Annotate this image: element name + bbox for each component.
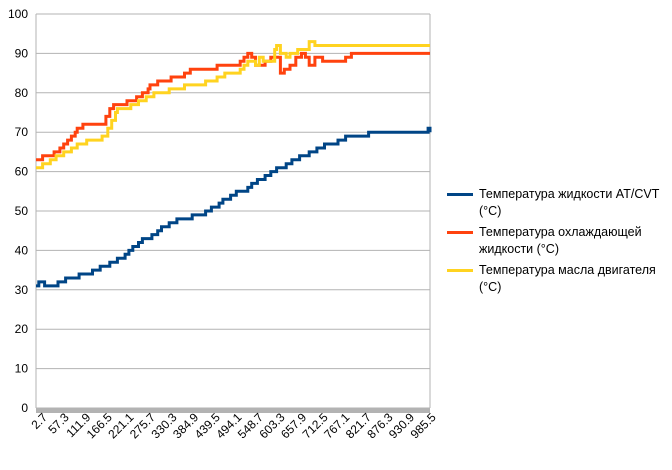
y-tick-label: 80	[15, 86, 29, 100]
x-tick-band	[36, 408, 430, 413]
y-tick-labels: 0 10 20 30 40 50 60 70 80 90 100	[8, 7, 28, 415]
legend-label-coolant: Температура охлаждающей жидкости (°C)	[479, 225, 642, 256]
legend-swatch-engine-oil	[447, 269, 473, 272]
y-tick-label: 90	[15, 46, 29, 60]
legend-swatch-coolant	[447, 231, 473, 234]
series-line-0	[36, 126, 432, 288]
legend-swatch-at-cvt	[447, 193, 473, 196]
y-tick-label: 70	[15, 125, 29, 139]
y-tick-label: 10	[15, 362, 29, 376]
legend-item-at-cvt: Температура жидкости AT/CVT (°C)	[447, 186, 669, 220]
series-line-1	[36, 51, 430, 162]
y-tick-label: 100	[8, 7, 28, 21]
y-tick-label: 0	[21, 401, 28, 415]
y-tick-label: 60	[15, 165, 29, 179]
x-tick-label: 985.5	[408, 410, 439, 441]
y-tick-label: 50	[15, 204, 29, 218]
chart-legend: Температура жидкости AT/CVT (°C) Темпера…	[447, 186, 669, 300]
axes	[35, 14, 431, 413]
legend-label-at-cvt: Температура жидкости AT/CVT (°C)	[479, 187, 660, 218]
series-line-2	[36, 40, 430, 170]
x-tick-labels: 2.757.3111.9166.5221.1275.7330.3384.9439…	[28, 410, 439, 441]
legend-label-engine-oil: Температура масла двигателя (°C)	[479, 263, 656, 294]
y-tick-label: 40	[15, 243, 29, 257]
y-tick-label: 20	[15, 322, 29, 336]
legend-item-engine-oil: Температура масла двигателя (°C)	[447, 262, 669, 296]
legend-item-coolant: Температура охлаждающей жидкости (°C)	[447, 224, 669, 258]
y-tick-label: 30	[15, 283, 29, 297]
series-lines	[36, 40, 432, 288]
